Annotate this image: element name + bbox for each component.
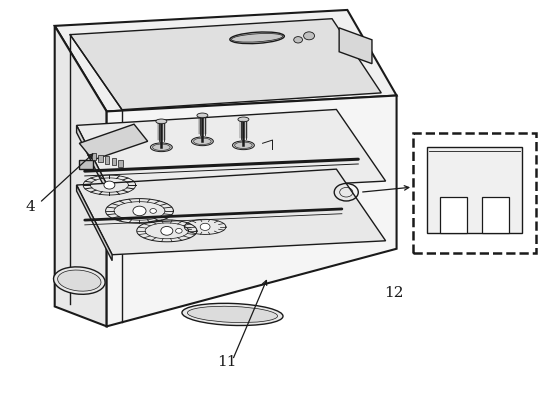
Bar (427, 147, 522, 233)
Bar (98, 155, 103, 162)
Ellipse shape (156, 119, 167, 124)
Polygon shape (107, 96, 397, 326)
Polygon shape (77, 185, 112, 261)
Polygon shape (77, 169, 386, 255)
Text: 11: 11 (217, 355, 237, 369)
Circle shape (161, 226, 173, 235)
Ellipse shape (57, 270, 101, 291)
Ellipse shape (54, 267, 105, 294)
Bar (482, 197, 509, 233)
Circle shape (200, 223, 210, 230)
Polygon shape (55, 26, 107, 326)
Ellipse shape (150, 143, 172, 152)
Polygon shape (70, 19, 381, 110)
Bar (112, 158, 116, 165)
Text: 4: 4 (25, 200, 35, 214)
Text: 12: 12 (384, 285, 404, 300)
Polygon shape (55, 10, 397, 111)
Polygon shape (77, 125, 112, 202)
Bar (413, 133, 536, 253)
Bar (440, 197, 467, 233)
Ellipse shape (182, 303, 283, 326)
Ellipse shape (197, 113, 208, 118)
Bar (92, 153, 96, 160)
Ellipse shape (232, 141, 254, 150)
Circle shape (133, 206, 146, 216)
Polygon shape (79, 160, 93, 169)
Circle shape (176, 228, 182, 233)
Circle shape (294, 37, 302, 43)
Ellipse shape (230, 32, 284, 44)
Bar (105, 156, 109, 164)
Ellipse shape (188, 306, 277, 322)
Polygon shape (339, 28, 372, 64)
Polygon shape (77, 109, 386, 195)
Ellipse shape (238, 117, 249, 122)
Circle shape (104, 181, 115, 189)
Bar (118, 160, 123, 167)
Circle shape (150, 209, 156, 213)
Ellipse shape (191, 137, 213, 146)
Circle shape (304, 32, 315, 40)
Polygon shape (79, 124, 148, 160)
